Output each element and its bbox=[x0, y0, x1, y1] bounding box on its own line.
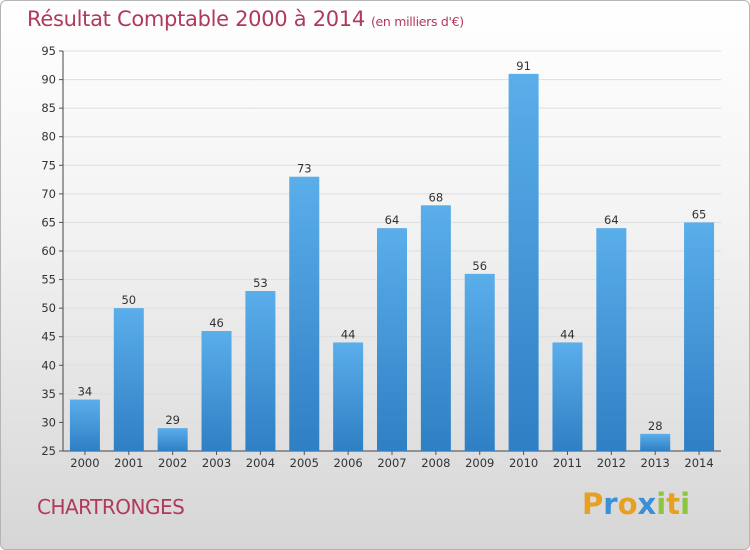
bar-2013 bbox=[640, 433, 671, 451]
bar-2005 bbox=[289, 176, 320, 451]
chart-title-text: Résultat Comptable 2000 à 2014 bbox=[27, 7, 365, 31]
data-label-2007: 64 bbox=[385, 213, 400, 227]
x-tick-label-2004: 2004 bbox=[246, 456, 275, 470]
data-label-2009: 56 bbox=[472, 259, 487, 273]
data-label-2008: 68 bbox=[429, 190, 444, 204]
x-tick-label-2009: 2009 bbox=[465, 456, 494, 470]
data-label-2013: 28 bbox=[648, 419, 663, 433]
bar-2007 bbox=[377, 228, 407, 451]
y-tick-label-90: 90 bbox=[41, 73, 56, 87]
data-label-2000: 34 bbox=[78, 385, 93, 399]
bar-2006 bbox=[333, 342, 364, 451]
x-tick-label-2013: 2013 bbox=[641, 456, 670, 470]
bar-2011 bbox=[552, 342, 583, 451]
bar-2010 bbox=[508, 73, 539, 451]
y-tick-label-85: 85 bbox=[41, 101, 56, 115]
logo-letter-0: P bbox=[582, 487, 604, 521]
x-tick-label-2007: 2007 bbox=[377, 456, 406, 470]
y-tick-label-30: 30 bbox=[41, 415, 56, 429]
data-label-2006: 44 bbox=[341, 327, 356, 341]
y-tick-label-45: 45 bbox=[41, 330, 56, 344]
x-tick-label-2008: 2008 bbox=[421, 456, 450, 470]
bar-2014 bbox=[684, 222, 715, 451]
y-tick-label-80: 80 bbox=[41, 130, 56, 144]
y-tick-label-75: 75 bbox=[41, 158, 56, 172]
y-tick-label-40: 40 bbox=[41, 358, 56, 372]
data-label-2004: 53 bbox=[253, 276, 268, 290]
data-label-2002: 29 bbox=[165, 413, 180, 427]
x-tick-label-2002: 2002 bbox=[158, 456, 187, 470]
data-label-2005: 73 bbox=[297, 162, 312, 176]
logo-letter-4: i bbox=[656, 487, 667, 521]
x-tick-label-2010: 2010 bbox=[509, 456, 538, 470]
logo-letter-1: r bbox=[603, 487, 618, 521]
x-tick-label-2011: 2011 bbox=[553, 456, 582, 470]
bar-2002 bbox=[157, 428, 188, 451]
data-label-2001: 50 bbox=[121, 293, 136, 307]
bar-2001 bbox=[113, 308, 144, 451]
x-tick-label-2012: 2012 bbox=[597, 456, 626, 470]
y-tick-label-60: 60 bbox=[41, 244, 56, 258]
proxiti-logo[interactable]: Proxiti bbox=[582, 487, 690, 521]
x-tick-label-2005: 2005 bbox=[290, 456, 319, 470]
chart-unit-label: (en milliers d'€) bbox=[370, 14, 464, 29]
y-tick-label-35: 35 bbox=[41, 387, 56, 401]
y-tick-label-70: 70 bbox=[41, 187, 56, 201]
chart-title: Résultat Comptable 2000 à 2014 (en millie… bbox=[27, 7, 464, 31]
data-label-2014: 65 bbox=[692, 207, 707, 221]
y-tick-label-50: 50 bbox=[41, 301, 56, 315]
bar-2000 bbox=[69, 399, 100, 451]
y-tick-label-95: 95 bbox=[41, 44, 56, 58]
data-label-2012: 64 bbox=[604, 213, 619, 227]
x-tick-label-2001: 2001 bbox=[114, 456, 143, 470]
logo-letter-6: i bbox=[680, 487, 691, 521]
logo-letter-3: x bbox=[637, 487, 657, 521]
x-tick-label-2006: 2006 bbox=[333, 456, 362, 470]
y-tick-label-55: 55 bbox=[41, 273, 56, 287]
bar-2009 bbox=[464, 273, 495, 451]
x-tick-label-2003: 2003 bbox=[202, 456, 231, 470]
data-label-2011: 44 bbox=[560, 327, 575, 341]
bar-2004 bbox=[245, 291, 276, 451]
logo-letter-5: t bbox=[666, 487, 681, 521]
y-tick-label-25: 25 bbox=[41, 444, 56, 458]
bars bbox=[69, 73, 715, 451]
commune-name: CHARTRONGES bbox=[37, 495, 185, 519]
bar-2012 bbox=[596, 228, 627, 451]
logo-letter-2: o bbox=[617, 487, 638, 521]
bar-2003 bbox=[201, 331, 232, 451]
x-tick-label-2000: 2000 bbox=[70, 456, 99, 470]
data-label-2010: 91 bbox=[516, 59, 531, 73]
x-tick-label-2014: 2014 bbox=[684, 456, 713, 470]
data-labels: 34 50 29 46 53 73 44 64 68 56 91 44 64 28 65 bbox=[78, 59, 707, 433]
y-tick-label-65: 65 bbox=[41, 215, 56, 229]
bar-2008 bbox=[420, 205, 451, 451]
data-label-2003: 46 bbox=[209, 316, 224, 330]
